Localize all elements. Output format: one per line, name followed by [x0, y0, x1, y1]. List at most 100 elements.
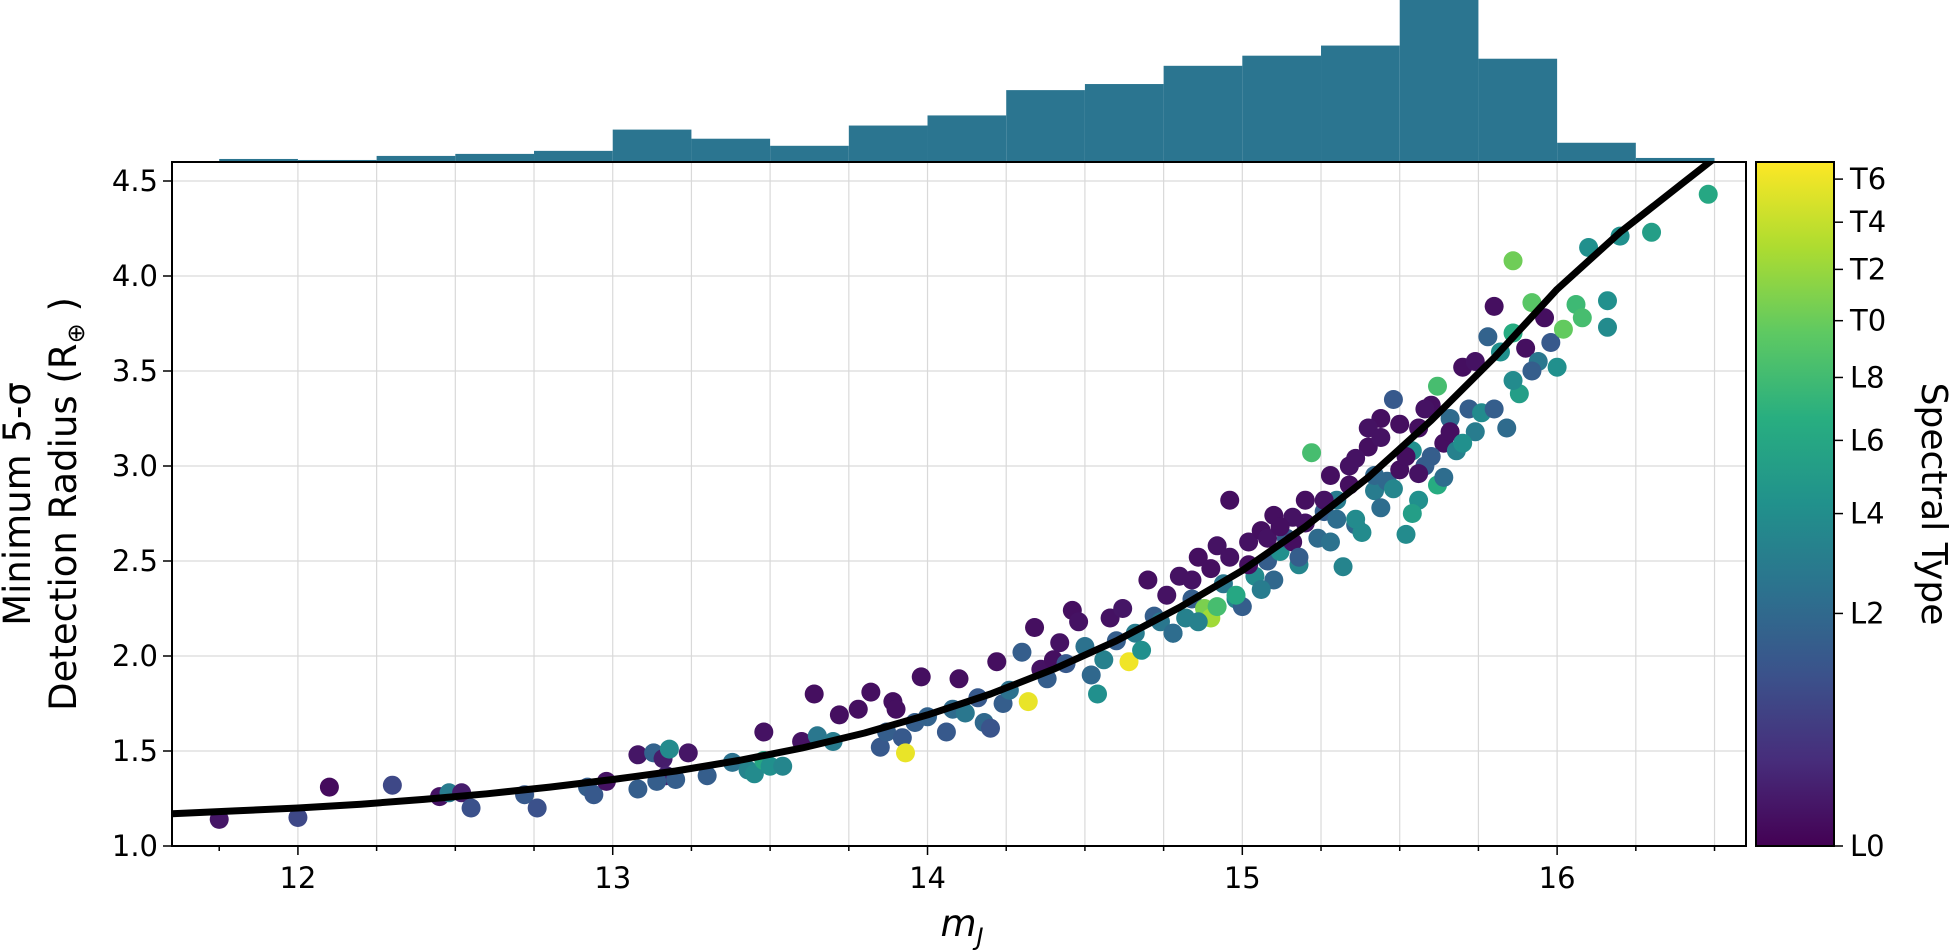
histogram-bar [1242, 55, 1322, 162]
scatter-point [1220, 490, 1240, 510]
scatter-point [1346, 448, 1366, 468]
scatter-point [697, 766, 717, 786]
scatter-point [1188, 547, 1208, 567]
scatter-point [1333, 557, 1353, 577]
scatter-point [1465, 422, 1485, 442]
scatter-point [1220, 547, 1240, 567]
scatter-point [1516, 338, 1536, 358]
scatter-point [319, 777, 339, 797]
scatter-point [1421, 447, 1441, 466]
scatter-point [1012, 642, 1032, 662]
scatter-point [955, 703, 975, 723]
x-tick-label: 14 [909, 861, 946, 895]
scatter-point [659, 739, 679, 759]
y-tick-label: 2.5 [112, 544, 158, 578]
scatter-point [1088, 684, 1108, 704]
scatter-point [1698, 184, 1718, 204]
y-tick-label: 1.5 [112, 734, 158, 768]
scatter-point [1132, 640, 1152, 660]
fit-curve-layer [172, 162, 1716, 818]
x-axis-title-m: m [940, 902, 976, 945]
scatter-point [1402, 504, 1422, 523]
colorbar-tick-label: L8 [1850, 360, 1885, 394]
x-tick-label: 16 [1539, 861, 1576, 895]
scatter-point [1201, 559, 1221, 579]
scatter-point [1270, 517, 1290, 537]
colorbar-ticks: L0 L2 L4 L6 L8 T0 T2 T4 T6 [1834, 162, 1886, 863]
histogram-bar [1557, 142, 1636, 162]
scatter-point [461, 798, 481, 818]
scatter-point [804, 684, 824, 704]
y-axis-title-close: ) [42, 297, 85, 323]
scatter-point [1081, 665, 1101, 685]
colorbar-tick-label: L4 [1850, 497, 1885, 531]
scatter-point [1182, 570, 1202, 590]
scatter-point [1440, 409, 1460, 428]
scatter-point [1547, 357, 1567, 377]
scatter-point [949, 669, 969, 689]
scatter-point [1295, 490, 1315, 510]
colorbar-title: Spectral Type [1913, 383, 1952, 626]
scatter-point [1371, 498, 1391, 518]
scatter-point [1642, 222, 1662, 242]
scatter-point [584, 785, 604, 805]
scatter-point [1383, 479, 1403, 499]
fit-curve [172, 162, 1716, 818]
colorbar-tick-label: T4 [1849, 205, 1886, 239]
scatter-point [1207, 536, 1227, 556]
scatter-point [1415, 399, 1435, 419]
scatter-point [1320, 532, 1340, 552]
histogram-bar [1399, 0, 1479, 162]
histogram-bar [455, 153, 535, 162]
y-axis-title-line1: Minimum 5-σ [0, 382, 39, 626]
scatter-point [1409, 464, 1429, 484]
scatter-point [1251, 580, 1271, 599]
histogram-bar [1321, 45, 1400, 162]
scatter-point [1069, 612, 1089, 632]
scatter-point [936, 722, 956, 742]
histogram-bar [1163, 65, 1243, 162]
scatter-point [980, 718, 1000, 738]
scatter-point [1018, 692, 1038, 712]
scatter-point [1553, 319, 1573, 339]
scatter-point [1390, 414, 1410, 434]
scatter-point [1503, 251, 1523, 271]
scatter-point [1440, 422, 1460, 442]
scatter-point [987, 652, 1007, 672]
scatter-point [1113, 599, 1133, 618]
histogram-bar [1006, 90, 1085, 162]
y-tick-label: 2.0 [112, 639, 158, 673]
scatter-point [886, 699, 906, 719]
y-tick-label: 3.5 [112, 354, 158, 388]
x-tick-label: 13 [594, 861, 631, 895]
scatter-point [1478, 327, 1498, 347]
y-axis-title-line2: Detection Radius (R⊕ ) [42, 297, 90, 711]
scatter-point [1396, 524, 1416, 544]
scatter-point [754, 722, 774, 742]
histogram-bar [848, 125, 928, 162]
colorbar-tick-label: L6 [1850, 423, 1885, 457]
scatter-point [1522, 361, 1542, 381]
scatter-point [773, 756, 793, 776]
histogram-bar [1478, 58, 1558, 162]
scatter-point [678, 743, 698, 763]
scatter-point [1597, 291, 1617, 311]
scatter-point [1119, 652, 1139, 672]
scatter-point [1383, 390, 1403, 409]
scatter-point [861, 682, 881, 702]
colorbar-tick-label: L0 [1850, 829, 1885, 863]
scatter-point [1050, 633, 1070, 653]
scatter-point [1346, 509, 1366, 529]
x-tick-label: 15 [1224, 861, 1261, 895]
histogram-panel [219, 0, 1715, 162]
scatter-point [1302, 443, 1322, 463]
y-tick-label: 1.0 [112, 829, 158, 863]
scatter-point [848, 699, 868, 719]
scatter-point [1465, 352, 1485, 371]
y-axis-title-radius: Detection Radius (R [42, 343, 85, 710]
scatter-point [382, 775, 402, 795]
histogram-bar [219, 158, 298, 162]
y-axis-title: Minimum 5-σ Detection Radius (R⊕ ) [0, 297, 90, 711]
scatter-point [1207, 597, 1227, 617]
